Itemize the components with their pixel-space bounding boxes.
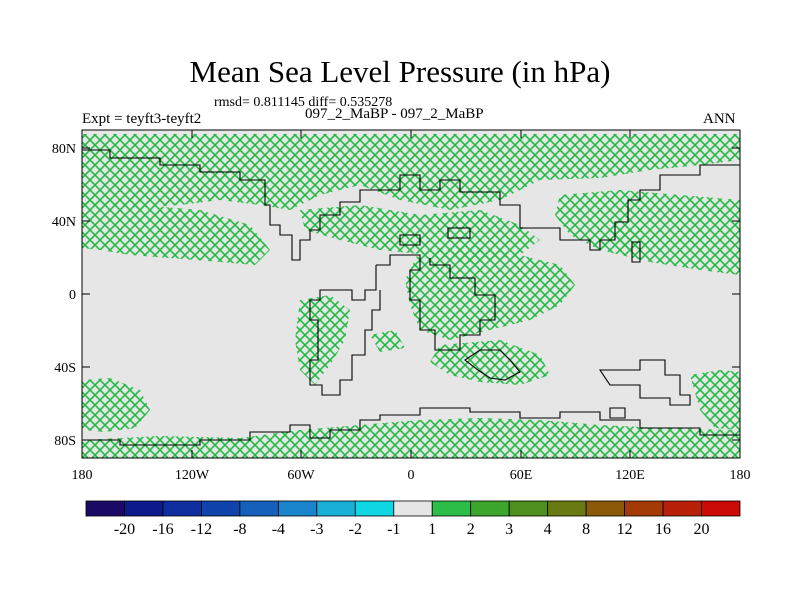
colorbar-label: 12 [617,521,633,538]
longitude-labels: 180 120W 60W 0 60E 120E 180 [72,468,751,483]
colorbar-label: 20 [694,521,710,538]
hatched-anomaly-regions [82,134,740,458]
colorbar-label: -8 [233,521,246,538]
lon-label: 60W [287,468,315,483]
colorbar-label: -1 [387,521,400,538]
experiment-label: Expt = teyft3-teyft2 [82,111,202,127]
coastlines [82,149,740,446]
plot-title: Mean Sea Level Pressure (in hPa) [189,54,611,89]
colorbar-swatch [316,500,356,517]
colorbar-swatch [701,500,741,517]
colorbar-swatch [201,500,241,517]
colorbar-swatch [124,500,164,517]
colorbar-label: 16 [655,521,671,538]
lat-label: 0 [69,288,76,303]
colorbar-swatch [431,500,472,517]
season-label: ANN [703,111,736,127]
lat-label: 80N [52,142,76,157]
colorbar-label: -20 [114,521,135,538]
lon-label: 120W [175,468,210,483]
colorbar-swatch [585,500,625,517]
colorbar-swatch [624,500,664,517]
colorbar-label: 4 [544,521,552,538]
colorbar-label: -4 [272,521,285,538]
colorbar-swatch [85,500,125,517]
colorbar-swatch [547,500,587,517]
colorbar-swatch [662,500,702,517]
lat-label: 40S [54,361,76,376]
colorbar-label: -2 [349,521,362,538]
lon-label: 180 [72,468,93,483]
lon-label: 180 [730,468,751,483]
colorbar [85,500,741,517]
colorbar-label: -16 [152,521,173,538]
lon-label: 60E [510,468,533,483]
latitude-labels: 80N 40N 0 40S 80S [52,142,76,449]
lat-label: 80S [54,434,76,449]
lon-label: 120E [615,468,645,483]
colorbar-label: 8 [582,521,590,538]
colorbar-swatch [162,500,202,517]
lat-label: 40N [52,215,76,230]
colorbar-swatch [354,500,395,517]
colorbar-label: 1 [428,521,436,538]
colorbar-swatch [239,500,279,517]
colorbar-swatch [277,500,318,517]
colorbar-swatch [508,500,549,517]
colorbar-swatch [470,500,510,517]
axis-ticks [81,130,741,458]
rmsd-diff-stats: rmsd= 0.811145 diff= 0.535278 [214,95,393,110]
colorbar-label: -12 [191,521,212,538]
lon-label: 0 [408,468,415,483]
colorbar-label: 2 [467,521,475,538]
colorbar-label: -3 [310,521,323,538]
colorbar-labels: -20 -16 -12 -8 -4 -3 -2 -1 1 2 3 4 8 12 16 20 [114,521,710,538]
colorbar-swatch [393,500,433,517]
colorbar-label: 3 [505,521,513,538]
run-comparison-label: 097_2_MaBP - 097_2_MaBP [305,106,484,122]
